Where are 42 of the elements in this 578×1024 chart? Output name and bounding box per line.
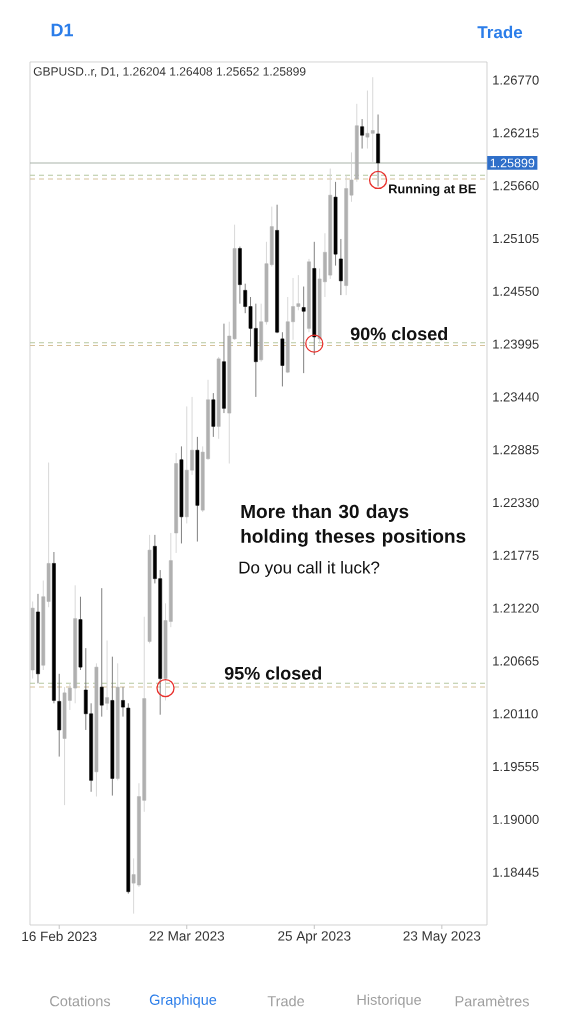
candlestick <box>99 587 104 718</box>
text: Historique <box>357 994 421 1008</box>
candlestick <box>360 118 364 150</box>
chart-title: GBPUSD..r, D1, 1.26204 1.26408 1.25652 1.25899 <box>33 67 306 78</box>
text: Trade <box>477 25 523 39</box>
annotation: 90% closed <box>350 327 448 341</box>
y-tick-label: 1.25105 <box>493 233 539 244</box>
y-tick-label: 1.26770 <box>493 75 539 85</box>
y-tick-label: 1.19000 <box>493 814 539 824</box>
x-tick-label: 16 Feb 2023 <box>22 931 97 942</box>
x-tick-label: 25 Apr 2023 <box>278 931 351 944</box>
y-tick-label: 1.25660 <box>493 181 539 191</box>
text: D1 <box>51 23 74 37</box>
text: Trade <box>267 995 305 1007</box>
text: Cotations <box>50 995 111 1007</box>
point <box>368 170 388 190</box>
y-tick-label: 1.18445 <box>493 867 539 877</box>
y-tick-label: 1.21775 <box>493 550 539 560</box>
y-tick-label: 1.23995 <box>493 339 539 349</box>
annotation: 95% closed <box>224 666 322 680</box>
text: Paramètres <box>455 995 529 1007</box>
candlestick <box>301 286 306 374</box>
candlestick <box>105 640 109 711</box>
text: Graphique <box>149 994 217 1008</box>
point <box>305 334 324 353</box>
annotation: More than 30 days holding theses positions <box>241 504 466 547</box>
ref-line-label: 1.25899 <box>490 158 535 168</box>
y-tick-label: 1.19555 <box>493 761 539 772</box>
y-tick-label: 1.24550 <box>493 286 539 296</box>
point <box>156 678 175 698</box>
annotation: Do you call it luck? <box>239 561 380 577</box>
x-tick-label: 22 Mar 2023 <box>149 931 225 941</box>
y-tick-label: 1.20665 <box>493 656 539 666</box>
y-tick-label: 1.23440 <box>493 392 539 402</box>
x-tick-label: 23 May 2023 <box>403 931 481 944</box>
annotation: Running at BE <box>389 183 476 196</box>
y-tick-label: 1.26215 <box>493 128 539 138</box>
y-tick-label: 1.21220 <box>493 603 539 613</box>
y-tick-label: 1.22330 <box>493 497 539 508</box>
y-tick-label: 1.22885 <box>493 445 539 455</box>
y-tick-label: 1.20110 <box>493 709 538 719</box>
candlestick <box>339 238 343 296</box>
